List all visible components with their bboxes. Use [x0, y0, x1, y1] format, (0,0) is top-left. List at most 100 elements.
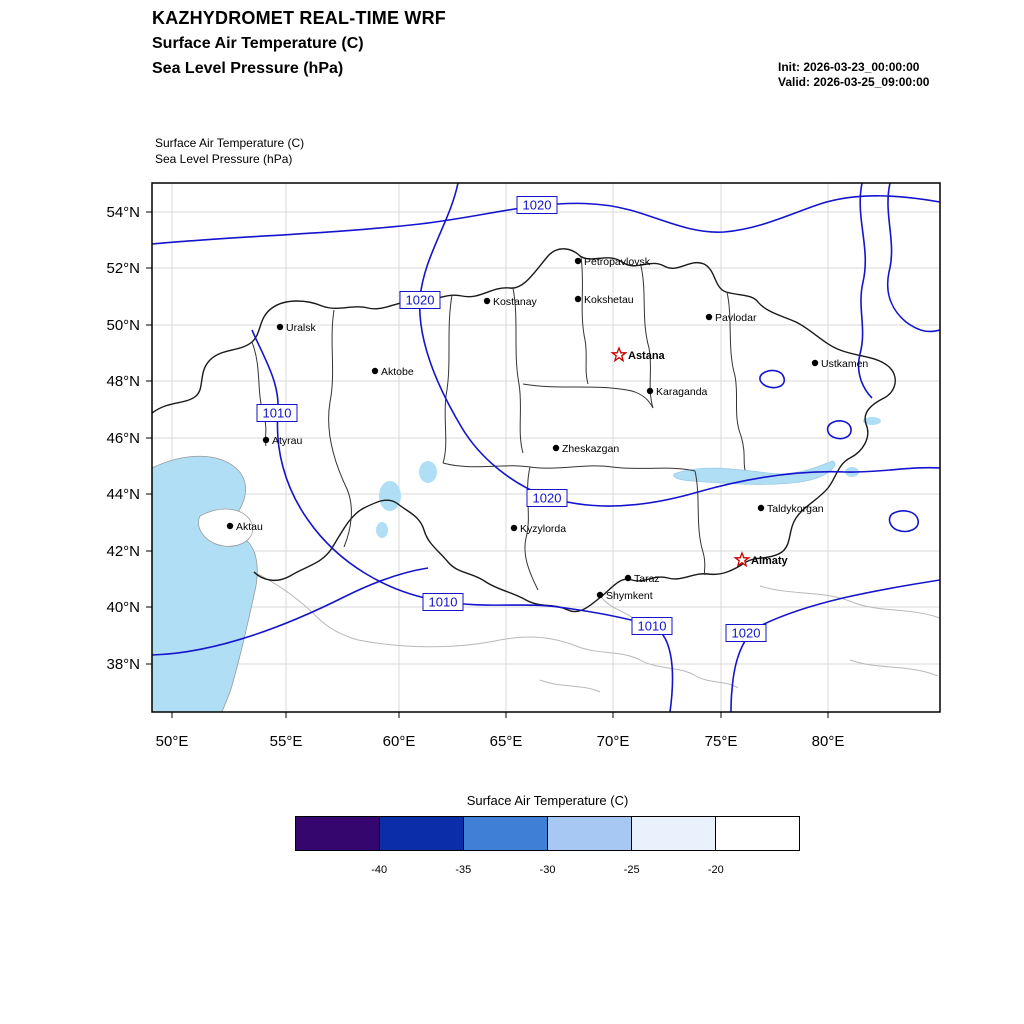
- city-dot: [757, 504, 765, 512]
- run-info: Init: 2026-03-23_00:00:00 Valid: 2026-03…: [778, 60, 929, 90]
- city-label: Kostanay: [493, 296, 538, 308]
- isobar-label: 1010: [422, 593, 464, 611]
- cities: Petropavlovsk Kostanay Kokshetau Pavloda…: [226, 256, 868, 602]
- city-dot: [705, 313, 713, 321]
- aral-sea-west: [379, 481, 401, 511]
- city-ustkamen: Ustkamen: [811, 358, 868, 370]
- isobar-label: 1020: [526, 489, 568, 507]
- svg-text:1010: 1010: [429, 595, 458, 610]
- isobar-label: 1020: [399, 291, 441, 309]
- header: KAZHYDROMET REAL-TIME WRF Surface Air Te…: [152, 6, 446, 81]
- city-dot: [226, 522, 234, 530]
- y-tick-label: 54°N: [106, 204, 140, 221]
- subtitle-pressure: Sea Level Pressure (hPa): [152, 60, 344, 77]
- city-label: Kyzylorda: [520, 523, 566, 535]
- colorbar-cell: [463, 816, 548, 851]
- city-label: Ustkamen: [821, 358, 868, 370]
- colorbar-cell: [379, 816, 464, 851]
- y-tick-label: 52°N: [106, 260, 140, 277]
- city-label: Astana: [628, 350, 666, 362]
- colorbar: [295, 816, 800, 851]
- svg-text:1010: 1010: [263, 406, 292, 421]
- valid-time: Valid: 2026-03-25_09:00:00: [778, 75, 930, 89]
- city-label: Almaty: [751, 555, 789, 567]
- isobar-label: 1010: [256, 404, 298, 422]
- y-tick-label: 46°N: [106, 430, 140, 447]
- colorbar-tick: -40: [371, 864, 388, 876]
- capital-star-icon: [733, 551, 751, 568]
- colorbar-cell: [295, 816, 380, 851]
- x-axis-labels: 50°E 55°E 60°E 65°E 70°E 75°E 80°E: [156, 733, 845, 750]
- svg-text:1020: 1020: [406, 293, 435, 308]
- city-dot: [596, 591, 604, 599]
- svg-text:1020: 1020: [533, 491, 562, 506]
- caspian-sea: [152, 455, 258, 712]
- city-karaganda: Karaganda: [646, 386, 708, 398]
- axis-ticks: [146, 211, 829, 718]
- city-dot: [483, 297, 491, 305]
- map-frame: [151, 182, 941, 713]
- city-almaty: Almaty: [733, 551, 789, 568]
- city-dot: [624, 574, 632, 582]
- x-tick-label: 70°E: [597, 733, 630, 750]
- y-tick-label: 42°N: [106, 543, 140, 560]
- svg-text:1010: 1010: [638, 619, 667, 634]
- y-axis-labels: 54°N 52°N 50°N 48°N 46°N 44°N 42°N 40°N …: [106, 204, 140, 673]
- x-tick-label: 60°E: [383, 733, 416, 750]
- y-tick-label: 38°N: [106, 656, 140, 673]
- isobar-label: 1020: [516, 196, 558, 214]
- colorbar-cell: [631, 816, 716, 851]
- isobar-contours: [152, 183, 940, 712]
- city-dot: [552, 444, 560, 452]
- colorbar-title: Surface Air Temperature (C): [466, 793, 629, 808]
- colorbar-tick: -25: [623, 864, 640, 876]
- water-bodies: [152, 417, 881, 712]
- city-dot: [276, 323, 284, 331]
- city-kyzylorda: Kyzylorda: [510, 523, 566, 535]
- city-label: Shymkent: [606, 590, 653, 602]
- capital-star-icon: [610, 346, 628, 363]
- mangyshlak-peninsula: [198, 508, 254, 547]
- city-label: Uralsk: [286, 322, 317, 334]
- y-tick-label: 48°N: [106, 373, 140, 390]
- city-label: Atyrau: [272, 435, 303, 447]
- colorbar-ticks: -40 -35 -30 -25 -20: [295, 864, 800, 880]
- city-label: Aktau: [236, 521, 263, 533]
- city-kokshetau: Kokshetau: [574, 294, 634, 306]
- city-kostanay: Kostanay: [483, 296, 538, 308]
- small-lake-1: [376, 522, 388, 538]
- city-dot: [574, 257, 582, 265]
- city-label: Aktobe: [381, 366, 414, 378]
- city-label: Taraz: [634, 573, 660, 585]
- graticule: [152, 183, 940, 712]
- city-zheskazgan: Zheskazgan: [552, 443, 619, 455]
- init-time: Init: 2026-03-23_00:00:00: [778, 60, 920, 74]
- city-petropavlovsk: Petropavlovsk: [574, 256, 651, 268]
- city-dot: [646, 387, 654, 395]
- map-legend-line2: Sea Level Pressure (hPa): [155, 152, 293, 166]
- city-taldykorgan: Taldykorgan: [757, 503, 824, 515]
- city-aktau: Aktau: [226, 521, 263, 533]
- city-label: Pavlodar: [715, 312, 757, 324]
- svg-text:1020: 1020: [732, 626, 761, 641]
- map-legend-line1: Surface Air Temperature (C): [155, 136, 305, 150]
- colorbar-tick: -20: [707, 864, 724, 876]
- x-tick-label: 50°E: [156, 733, 189, 750]
- y-tick-label: 44°N: [106, 486, 140, 503]
- x-tick-label: 80°E: [812, 733, 845, 750]
- y-tick-label: 50°N: [106, 317, 140, 334]
- y-tick-label: 40°N: [106, 599, 140, 616]
- isobar-label: 1010: [631, 617, 673, 635]
- city-dot: [371, 367, 379, 375]
- colorbar-tick: -30: [539, 864, 556, 876]
- isobar-labels: 1020 1020 1010 1020 1010 1010: [256, 196, 767, 642]
- city-label: Zheskazgan: [562, 443, 619, 455]
- city-atyrau: Atyrau: [262, 435, 303, 447]
- city-aktobe: Aktobe: [371, 366, 414, 378]
- page-title: KAZHYDROMET REAL-TIME WRF: [152, 8, 446, 28]
- city-taraz: Taraz: [624, 573, 660, 585]
- x-tick-label: 55°E: [270, 733, 303, 750]
- colorbar-cell: [547, 816, 632, 851]
